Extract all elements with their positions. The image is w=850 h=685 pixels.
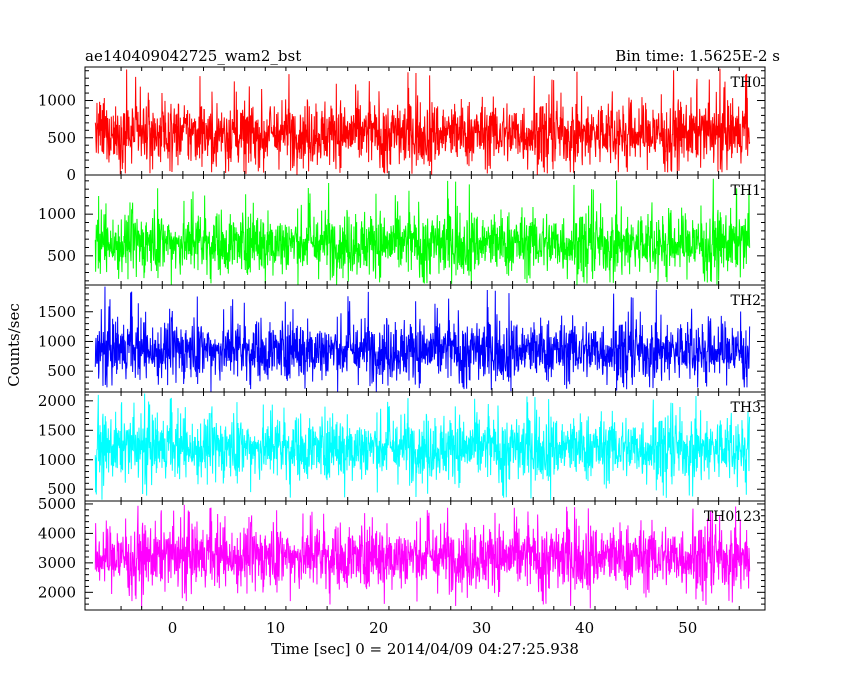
- y-tick-label: 500: [47, 247, 76, 265]
- panel-frame: [84, 500, 766, 611]
- chart-subtitle: Bin time: 1.5625E-2 s: [615, 47, 780, 65]
- x-tick-label: 10: [266, 619, 285, 637]
- series-line-th0: [94, 68, 751, 176]
- y-tick-label: 2000: [38, 392, 76, 410]
- y-tick-label: 1500: [38, 421, 76, 439]
- x-tick-label: 30: [472, 619, 491, 637]
- y-tick-label: 1000: [38, 332, 76, 350]
- panel-th1: 500 1000 TH1: [38, 174, 766, 286]
- panel-label-th0123: TH0123: [704, 509, 761, 525]
- panel-label-th3: TH3: [731, 400, 761, 416]
- series-line-th2: [94, 286, 751, 393]
- y-tick-label: 5000: [38, 495, 76, 513]
- series-line-th1: [94, 178, 751, 286]
- x-axis-title: Time [sec] 0 = 2014/04/09 04:27:25.938: [271, 640, 579, 658]
- x-tick-label: 40: [575, 619, 594, 637]
- panel-th2: 500 1000 1500 TH2: [38, 284, 766, 393]
- y-tick-label: 1000: [38, 205, 76, 223]
- panels-layer: 05001000TH05001000TH150010001500TH250010…: [38, 66, 766, 637]
- panel-label-th0: TH0: [731, 75, 761, 91]
- y-axis-title: Counts/sec: [5, 303, 23, 387]
- panel-th0123: 2000 3000 4000 5000 TH0123: [38, 495, 766, 611]
- panel-th3: 500 1000 1500 2000 TH3: [38, 391, 766, 502]
- series-line-th0123: [94, 504, 751, 609]
- panel-frame: [84, 284, 766, 393]
- y-tick-label: 0: [66, 166, 76, 184]
- y-tick-label: 500: [47, 480, 76, 498]
- panel-label-th2: TH2: [731, 293, 761, 309]
- y-tick-label: 1500: [38, 303, 76, 321]
- panel-th0: 0 500 1000 TH0: [38, 66, 766, 184]
- x-tick-label: 20: [369, 619, 388, 637]
- y-tick-label: 3000: [38, 554, 76, 572]
- y-tick-label: 1000: [38, 451, 76, 469]
- y-tick-label: 4000: [38, 524, 76, 542]
- panel-label-th1: TH1: [731, 183, 761, 199]
- x-tick-label: 0: [168, 619, 178, 637]
- x-tick-label: 50: [678, 619, 697, 637]
- chart-title: ae140409042725_wam2_bst: [85, 47, 301, 65]
- series-line-th3: [94, 393, 751, 500]
- y-tick-label: 500: [47, 362, 76, 380]
- y-tick-label: 500: [47, 129, 76, 147]
- y-tick-label: 1000: [38, 92, 76, 110]
- y-tick-label: 2000: [38, 583, 76, 601]
